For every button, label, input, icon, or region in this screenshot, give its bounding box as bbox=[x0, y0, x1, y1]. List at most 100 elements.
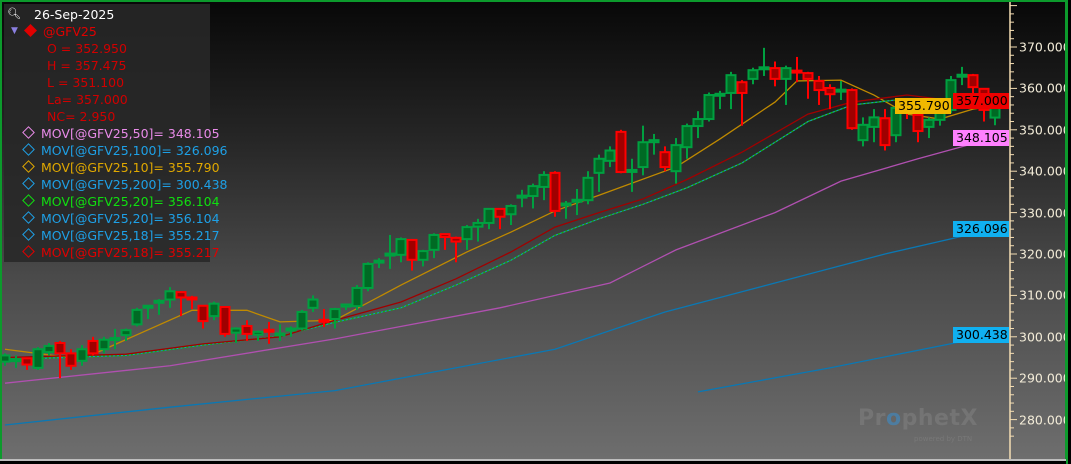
candle-body bbox=[659, 151, 671, 169]
candle-body bbox=[21, 357, 33, 366]
candle-body bbox=[736, 81, 748, 94]
y-axis-tick-label: 330.000 bbox=[1019, 205, 1067, 221]
candle-body bbox=[252, 330, 264, 336]
y-axis-tick-label: 350.000 bbox=[1019, 122, 1067, 138]
candle-body bbox=[373, 259, 385, 264]
candle-body bbox=[813, 79, 825, 92]
symbol-diamond-icon bbox=[24, 24, 37, 37]
study-label: MOV[@GFV25,200]= 300.438 bbox=[41, 177, 228, 192]
study-diamond-icon bbox=[22, 211, 35, 224]
candle-body bbox=[186, 296, 198, 301]
y-axis-tick-label: 300.000 bbox=[1019, 329, 1067, 345]
candle-body bbox=[637, 141, 649, 169]
candle-body bbox=[2, 354, 11, 363]
candle-body bbox=[197, 304, 209, 323]
moving-average-line bbox=[4, 94, 996, 359]
study-legend-item[interactable]: MOV[@GFV25,20]= 356.104 bbox=[22, 193, 220, 210]
study-label: MOV[@GFV25,100]= 326.096 bbox=[41, 143, 228, 158]
candle-body bbox=[571, 198, 583, 203]
study-legend-item[interactable]: MOV[@GFV25,20]= 356.104 bbox=[22, 210, 220, 227]
candle-body bbox=[791, 69, 803, 74]
open-value: O = 352.950 bbox=[47, 41, 127, 56]
candle-body bbox=[472, 221, 484, 228]
candle-body bbox=[857, 123, 869, 142]
y-axis-tick-label: 360.000 bbox=[1019, 80, 1067, 96]
study-legend-item[interactable]: MOV[@GFV25,100]= 326.096 bbox=[22, 142, 228, 159]
candle-body bbox=[956, 73, 968, 78]
candle-body bbox=[714, 92, 726, 97]
price-value-tag: 348.105 bbox=[953, 129, 1009, 146]
moving-average-line bbox=[697, 334, 996, 393]
candle-body bbox=[208, 302, 220, 318]
symbol-label[interactable]: @GFV25 bbox=[43, 24, 97, 39]
candle-body bbox=[912, 113, 924, 133]
candle-body bbox=[549, 171, 561, 212]
candle-body bbox=[835, 88, 847, 93]
candle-body bbox=[527, 185, 539, 198]
y-axis-tick-label: 310.000 bbox=[1019, 287, 1067, 303]
study-diamond-icon bbox=[22, 126, 35, 139]
study-label: MOV[@GFV25,20]= 356.104 bbox=[41, 211, 220, 226]
candle-body bbox=[131, 308, 143, 326]
candle-body bbox=[65, 352, 77, 367]
moving-average-line bbox=[4, 228, 996, 426]
candle-body bbox=[758, 66, 770, 71]
candle-body bbox=[417, 250, 429, 261]
candle-body bbox=[351, 286, 363, 308]
candle-body bbox=[219, 305, 231, 335]
candle-body bbox=[285, 327, 297, 332]
candle-body bbox=[516, 194, 528, 199]
candle-body bbox=[725, 74, 737, 94]
candle-body bbox=[263, 328, 275, 333]
candle-body bbox=[230, 327, 242, 334]
candle-body bbox=[164, 290, 176, 301]
candle-body bbox=[109, 337, 121, 342]
candle-body bbox=[494, 207, 506, 218]
candle-body bbox=[505, 204, 517, 216]
study-legend-item[interactable]: MOV[@GFV25,18]= 355.217 bbox=[22, 227, 220, 244]
zoom-icon[interactable]: 🔍︎ bbox=[7, 7, 21, 20]
collapse-triangle-icon[interactable]: ▼ bbox=[11, 26, 18, 36]
candle-body bbox=[32, 348, 44, 369]
candle-body bbox=[703, 94, 715, 121]
candle-body bbox=[87, 339, 99, 355]
candle-body bbox=[692, 118, 704, 128]
candle-body bbox=[241, 325, 253, 335]
candle-body bbox=[967, 74, 979, 89]
candle-body bbox=[593, 157, 605, 174]
price-value-tag: 357.000 bbox=[953, 92, 1009, 109]
chart-date: 26-Sep-2025 bbox=[34, 7, 115, 22]
candle-body bbox=[120, 329, 132, 337]
study-label: MOV[@GFV25,20]= 356.104 bbox=[41, 194, 220, 209]
candle-body bbox=[384, 252, 396, 257]
price-value-tag: 326.096 bbox=[953, 220, 1009, 237]
watermark-subtitle: powered by DTN bbox=[914, 435, 973, 443]
study-diamond-icon bbox=[22, 245, 35, 258]
candle-body bbox=[10, 358, 22, 363]
study-legend-item[interactable]: MOV[@GFV25,50]= 348.105 bbox=[22, 125, 220, 142]
candle-body bbox=[307, 298, 319, 309]
candle-body bbox=[846, 89, 858, 130]
candle-body bbox=[461, 226, 473, 241]
candle-body bbox=[296, 310, 308, 330]
study-legend-item[interactable]: MOV[@GFV25,200]= 300.438 bbox=[22, 176, 228, 193]
price-value-tag: 355.790 bbox=[895, 97, 951, 114]
candle-body bbox=[604, 149, 616, 162]
study-label: MOV[@GFV25,10]= 355.790 bbox=[41, 160, 220, 175]
candle-body bbox=[681, 125, 693, 149]
study-legend-item[interactable]: MOV[@GFV25,10]= 355.790 bbox=[22, 159, 220, 176]
study-legend-item[interactable]: MOV[@GFV25,18]= 355.217 bbox=[22, 244, 220, 261]
candle-body bbox=[747, 69, 759, 80]
candle-body bbox=[648, 139, 660, 144]
candle-body bbox=[395, 238, 407, 256]
prophetx-watermark-logo: ProphetX bbox=[858, 406, 978, 431]
y-axis-tick-label: 340.000 bbox=[1019, 163, 1067, 179]
moving-average-line bbox=[4, 98, 996, 361]
candle-body bbox=[76, 348, 88, 362]
study-diamond-icon bbox=[22, 177, 35, 190]
candle-body bbox=[868, 116, 880, 128]
candle-body bbox=[318, 318, 330, 323]
candle-body bbox=[670, 144, 682, 173]
study-diamond-icon bbox=[22, 194, 35, 207]
